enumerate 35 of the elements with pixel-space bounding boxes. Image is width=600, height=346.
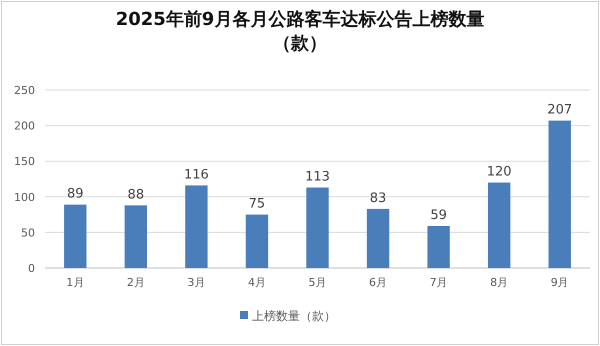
data-label: 113 xyxy=(305,170,330,185)
bar xyxy=(306,188,329,268)
x-tick-label: 4月 xyxy=(248,276,266,289)
data-label: 83 xyxy=(370,190,386,206)
bar xyxy=(548,120,571,268)
x-tick-label: 8月 xyxy=(490,276,508,289)
data-label: 120 xyxy=(486,164,512,180)
y-tick-label: 50 xyxy=(21,226,35,240)
data-label: 207 xyxy=(547,102,572,118)
y-tick-label: 250 xyxy=(14,84,35,97)
data-label: 75 xyxy=(248,196,266,212)
bar xyxy=(427,226,450,268)
data-label: 116 xyxy=(184,167,209,182)
x-tick-label: 5月 xyxy=(308,276,326,289)
x-tick-label: 3月 xyxy=(187,276,206,289)
y-tick-label: 200 xyxy=(14,120,35,133)
bar xyxy=(246,214,268,268)
y-tick-label: 150 xyxy=(14,155,35,168)
y-tick-label: 0 xyxy=(28,262,35,275)
x-tick-label: 2月 xyxy=(126,276,145,289)
y-tick-label: 100 xyxy=(14,190,35,204)
x-tick-label: 1月 xyxy=(66,276,84,289)
x-tick-label: 7月 xyxy=(430,276,448,289)
bar xyxy=(64,204,86,268)
data-label: 88 xyxy=(128,187,144,202)
data-label: 89 xyxy=(67,186,84,202)
x-tick-label: 9月 xyxy=(550,276,569,289)
legend: 上榜数量（款） xyxy=(240,309,336,323)
data-label: 59 xyxy=(430,208,447,223)
bar xyxy=(366,208,390,268)
bar xyxy=(185,185,208,268)
bar xyxy=(124,205,148,268)
title: 2025年前9月各月公路客车达标公告上榜数量（款） xyxy=(114,8,486,56)
x-tick-label: 6月 xyxy=(369,276,388,289)
bar xyxy=(488,182,510,268)
